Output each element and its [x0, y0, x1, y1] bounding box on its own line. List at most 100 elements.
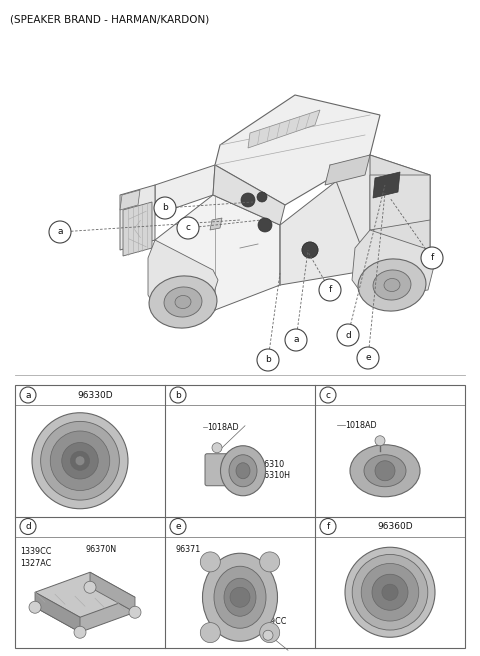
Circle shape — [260, 623, 280, 643]
Text: 1018AD: 1018AD — [207, 422, 239, 432]
Polygon shape — [35, 592, 80, 632]
Polygon shape — [373, 172, 400, 198]
Text: (SPEAKER BRAND - HARMAN/KARDON): (SPEAKER BRAND - HARMAN/KARDON) — [10, 14, 209, 24]
Polygon shape — [155, 165, 215, 215]
Circle shape — [212, 443, 222, 453]
Polygon shape — [325, 155, 370, 185]
Ellipse shape — [364, 455, 406, 487]
Circle shape — [302, 242, 318, 258]
Circle shape — [352, 554, 428, 630]
Circle shape — [375, 436, 385, 445]
Text: 96320T: 96320T — [383, 461, 413, 470]
Text: 96330D: 96330D — [77, 390, 113, 400]
Circle shape — [361, 564, 419, 621]
Polygon shape — [155, 195, 280, 310]
Text: a: a — [293, 335, 299, 344]
Ellipse shape — [175, 295, 191, 308]
Circle shape — [263, 630, 273, 640]
Circle shape — [177, 217, 199, 239]
Circle shape — [319, 279, 341, 301]
Ellipse shape — [164, 287, 202, 317]
Bar — [15, 385, 465, 648]
Text: 1339CC: 1339CC — [255, 617, 287, 626]
Text: e: e — [365, 354, 371, 363]
Polygon shape — [370, 175, 430, 230]
Circle shape — [241, 193, 255, 207]
Circle shape — [320, 387, 336, 403]
Circle shape — [129, 606, 141, 618]
Polygon shape — [148, 240, 218, 315]
Text: a: a — [57, 228, 63, 237]
Circle shape — [74, 626, 86, 638]
Circle shape — [170, 387, 186, 403]
Circle shape — [320, 518, 336, 535]
Ellipse shape — [149, 276, 217, 328]
Text: 1327AC: 1327AC — [20, 558, 51, 567]
Polygon shape — [210, 218, 222, 230]
Text: 1339CC: 1339CC — [20, 546, 51, 556]
Circle shape — [382, 584, 398, 600]
Circle shape — [41, 421, 120, 500]
Circle shape — [375, 461, 395, 481]
Text: a: a — [25, 390, 31, 400]
Text: f: f — [328, 285, 332, 295]
Ellipse shape — [358, 259, 426, 311]
Ellipse shape — [203, 553, 277, 642]
Text: 96370N: 96370N — [85, 544, 116, 554]
Polygon shape — [215, 95, 380, 205]
Circle shape — [285, 329, 307, 351]
Circle shape — [260, 552, 280, 572]
Circle shape — [257, 349, 279, 371]
Polygon shape — [248, 110, 320, 148]
Polygon shape — [90, 572, 135, 612]
FancyBboxPatch shape — [205, 454, 231, 485]
Circle shape — [372, 574, 408, 610]
Circle shape — [357, 347, 379, 369]
Text: 96371: 96371 — [175, 544, 200, 554]
Circle shape — [200, 552, 220, 572]
Ellipse shape — [236, 462, 250, 479]
Polygon shape — [35, 572, 135, 617]
Polygon shape — [120, 190, 140, 210]
Text: f: f — [431, 253, 433, 262]
Circle shape — [257, 192, 267, 202]
Text: b: b — [175, 390, 181, 400]
Polygon shape — [213, 165, 285, 225]
Circle shape — [84, 581, 96, 593]
Text: c: c — [325, 390, 331, 400]
Circle shape — [200, 623, 220, 643]
Ellipse shape — [384, 279, 400, 291]
Ellipse shape — [214, 566, 266, 628]
Circle shape — [302, 242, 318, 258]
Text: e: e — [175, 522, 181, 531]
Circle shape — [345, 547, 435, 637]
Circle shape — [32, 413, 128, 509]
Circle shape — [421, 247, 443, 269]
Text: 96310
96310H: 96310 96310H — [260, 461, 291, 480]
Circle shape — [75, 456, 85, 466]
Polygon shape — [280, 155, 430, 285]
Circle shape — [50, 431, 110, 491]
Polygon shape — [120, 185, 155, 250]
Ellipse shape — [350, 445, 420, 497]
Text: b: b — [265, 356, 271, 365]
Text: c: c — [185, 224, 191, 232]
Circle shape — [337, 324, 359, 346]
Text: d: d — [345, 331, 351, 340]
Circle shape — [20, 518, 36, 535]
Circle shape — [258, 218, 272, 232]
Text: f: f — [326, 522, 330, 531]
Polygon shape — [370, 155, 430, 270]
Circle shape — [29, 602, 41, 613]
Circle shape — [62, 443, 98, 479]
Circle shape — [154, 197, 176, 219]
Circle shape — [49, 221, 71, 243]
Circle shape — [170, 518, 186, 535]
Text: 1018AD: 1018AD — [345, 420, 377, 430]
Circle shape — [20, 387, 36, 403]
Polygon shape — [35, 587, 135, 632]
Polygon shape — [123, 202, 152, 256]
Text: b: b — [162, 203, 168, 213]
Polygon shape — [352, 230, 435, 298]
Ellipse shape — [373, 270, 411, 300]
